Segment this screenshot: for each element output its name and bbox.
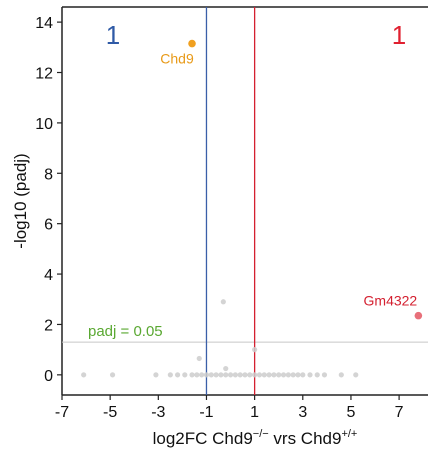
x-tick-label-6: 5 bbox=[346, 404, 355, 421]
data-point-34 bbox=[307, 372, 313, 378]
data-point-29 bbox=[280, 372, 287, 378]
highlighted-point-chd9 bbox=[188, 39, 196, 48]
data-point-9 bbox=[182, 372, 188, 378]
y-tick-label-5: 10 bbox=[35, 116, 53, 133]
data-point-27 bbox=[271, 372, 277, 378]
x-axis-title-sup2: +/+ bbox=[341, 428, 357, 440]
data-point-20 bbox=[237, 372, 243, 378]
y-tick-label-0: 0 bbox=[44, 368, 53, 385]
data-point-36 bbox=[321, 372, 328, 378]
data-point-0 bbox=[220, 299, 226, 305]
data-point-4 bbox=[81, 372, 87, 378]
padj-threshold-label: padj = 0.05 bbox=[88, 323, 163, 340]
data-point-12 bbox=[199, 372, 205, 378]
data-point-3 bbox=[223, 365, 229, 372]
data-point-1 bbox=[196, 355, 202, 362]
data-point-33 bbox=[300, 372, 306, 378]
y-tick-label-7: 14 bbox=[35, 15, 53, 32]
data-point-6 bbox=[153, 372, 159, 378]
data-point-16 bbox=[218, 372, 224, 378]
x-tick-label-2: -3 bbox=[151, 404, 165, 421]
x-tick-label-5: 3 bbox=[298, 404, 307, 421]
data-point-15 bbox=[213, 372, 219, 378]
data-point-2 bbox=[252, 347, 258, 353]
y-tick-label-3: 6 bbox=[44, 217, 53, 234]
x-axis-title-main: log2FC Chd9 bbox=[153, 429, 253, 448]
data-point-5 bbox=[109, 372, 116, 378]
data-point-17 bbox=[223, 372, 229, 378]
highlighted-point-gm4322 bbox=[414, 311, 423, 320]
data-point-28 bbox=[276, 372, 282, 378]
data-point-21 bbox=[242, 372, 248, 378]
x-axis-title-sup1: −/− bbox=[253, 428, 269, 440]
data-point-7 bbox=[167, 372, 173, 378]
count-label-down: 1 bbox=[106, 20, 120, 50]
data-point-35 bbox=[314, 372, 320, 378]
data-point-8 bbox=[174, 372, 181, 378]
data-point-14 bbox=[208, 372, 214, 378]
y-tick-label-6: 12 bbox=[35, 66, 53, 83]
y-tick-label-2: 4 bbox=[44, 267, 53, 284]
x-tick-label-0: -7 bbox=[55, 404, 69, 421]
count-label-up: 1 bbox=[392, 20, 406, 50]
data-point-10 bbox=[189, 372, 195, 378]
y-tick-label-1: 2 bbox=[44, 317, 53, 334]
x-tick-label-7: 7 bbox=[395, 404, 404, 421]
y-tick-label-4: 8 bbox=[44, 166, 53, 183]
data-point-18 bbox=[227, 372, 234, 378]
data-point-37 bbox=[338, 372, 344, 378]
data-point-23 bbox=[252, 372, 258, 378]
data-point-25 bbox=[261, 372, 267, 378]
data-point-13 bbox=[203, 372, 210, 378]
data-point-32 bbox=[295, 372, 301, 378]
gene-label-chd9: Chd9 bbox=[160, 51, 194, 67]
data-point-30 bbox=[285, 372, 291, 378]
data-point-22 bbox=[247, 372, 253, 378]
threshold-lines bbox=[62, 7, 428, 395]
x-tick-label-3: -1 bbox=[199, 404, 213, 421]
data-point-26 bbox=[266, 372, 272, 378]
x-tick-label-4: 1 bbox=[250, 404, 259, 421]
data-point-24 bbox=[256, 372, 263, 378]
x-axis-title: log2FC Chd9−/− vrs Chd9+/+ bbox=[153, 428, 358, 448]
background-points bbox=[81, 299, 359, 378]
x-axis-title-mid: vrs Chd9 bbox=[269, 429, 342, 448]
y-axis-ticks: 0 2 4 6 8 10 12 14 bbox=[35, 15, 62, 385]
plot-frame bbox=[61, 6, 428, 396]
y-axis-title: -log10 (padj) bbox=[11, 153, 30, 248]
x-tick-label-1: -5 bbox=[103, 404, 117, 421]
gene-label-gm4322: Gm4322 bbox=[364, 293, 418, 309]
data-point-31 bbox=[290, 372, 296, 378]
data-point-19 bbox=[232, 372, 238, 378]
data-point-38 bbox=[353, 372, 359, 378]
x-axis-ticks: -7 -5 -3 -1 1 3 5 7 bbox=[55, 395, 404, 421]
highlighted-points: Chd9 Gm4322 bbox=[160, 39, 423, 320]
data-point-11 bbox=[194, 372, 200, 378]
